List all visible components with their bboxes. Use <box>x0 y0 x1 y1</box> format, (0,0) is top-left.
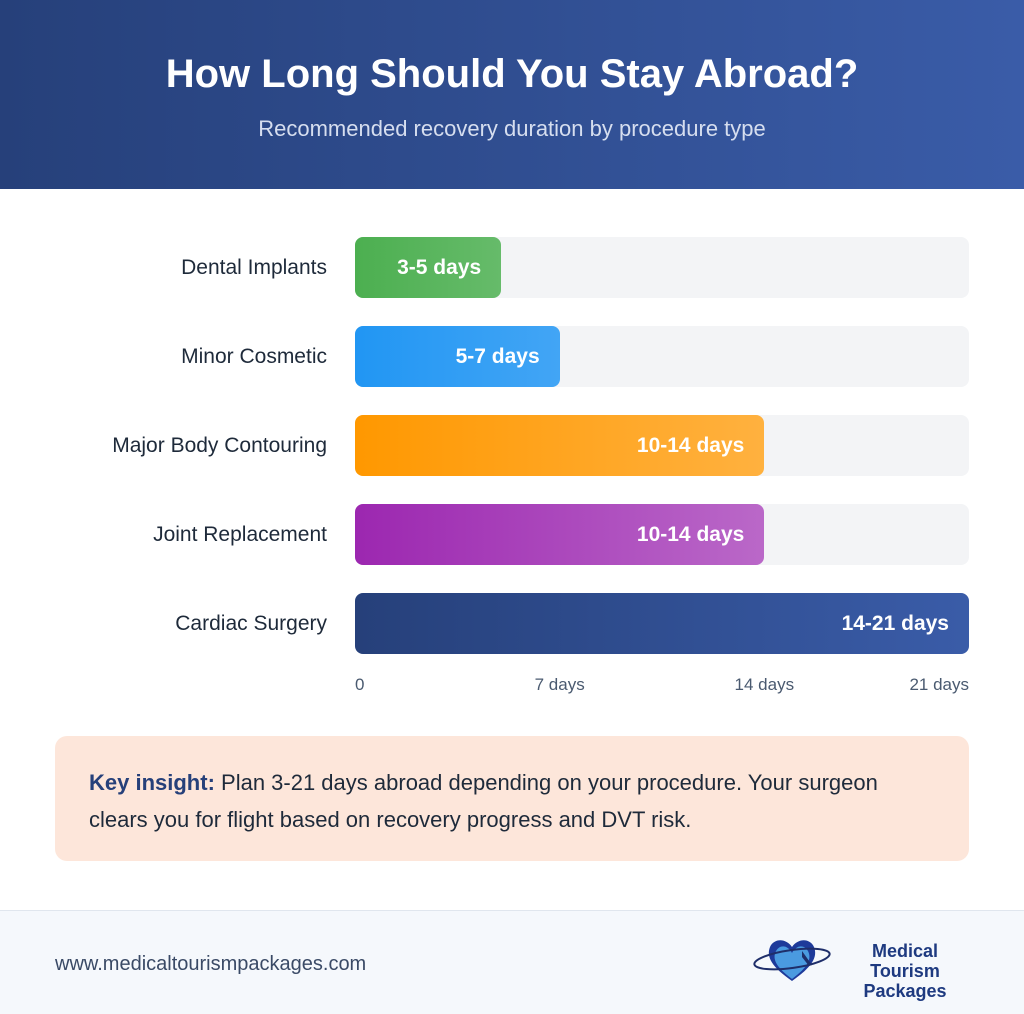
logo-text: Medical Tourism Packages <box>838 941 972 1001</box>
x-tick-label: 7 days <box>534 675 585 694</box>
logo-line-2: Packages <box>863 981 947 1001</box>
insight-text: Plan 3-21 days abroad depending on your … <box>89 770 878 832</box>
bar-track: 5-7 days <box>355 326 969 387</box>
logo: Medical Tourism Packages <box>752 935 972 1001</box>
bar-row: Joint Replacement 10-14 days <box>0 504 1024 565</box>
bar: 5-7 days <box>355 326 560 387</box>
bar-track: 10-14 days <box>355 504 969 565</box>
category-label: Major Body Contouring <box>112 434 327 457</box>
bar-row: Cardiac Surgery 14-21 days <box>0 593 1024 654</box>
key-insight-box: Key insight: Plan 3-21 days abroad depen… <box>55 736 969 861</box>
category-label: Minor Cosmetic <box>181 345 327 368</box>
category-label: Dental Implants <box>181 256 327 279</box>
bar-row: Dental Implants 3-5 days <box>0 237 1024 298</box>
header: How Long Should You Stay Abroad? Recomme… <box>0 0 1024 189</box>
category-label: Joint Replacement <box>153 523 327 546</box>
footer: www.medicaltourismpackages.com Medical T… <box>0 910 1024 1014</box>
heart-plane-logo-icon <box>753 940 831 981</box>
bar-track: 10-14 days <box>355 415 969 476</box>
bar: 10-14 days <box>355 504 765 565</box>
bar-track: 3-5 days <box>355 237 969 298</box>
x-tick-label: 14 days <box>734 675 795 694</box>
bar-row: Minor Cosmetic 5-7 days <box>0 326 1024 387</box>
bar-row: Major Body Contouring 10-14 days <box>0 415 1024 476</box>
page-subtitle: Recommended recovery duration by procedu… <box>258 116 766 141</box>
x-tick-label: 21 days <box>909 675 969 694</box>
logo-line-1: Medical Tourism <box>870 941 940 981</box>
website-link[interactable]: www.medicaltourismpackages.com <box>55 953 367 975</box>
x-tick-label: 0 <box>355 675 365 694</box>
bar-track: 14-21 days <box>355 593 969 654</box>
category-label: Cardiac Surgery <box>175 612 327 635</box>
bar: 3-5 days <box>355 237 502 298</box>
page-title: How Long Should You Stay Abroad? <box>165 52 859 96</box>
bar: 10-14 days <box>355 415 765 476</box>
insight-label: Key insight: <box>89 770 215 795</box>
bar: 14-21 days <box>355 593 969 654</box>
